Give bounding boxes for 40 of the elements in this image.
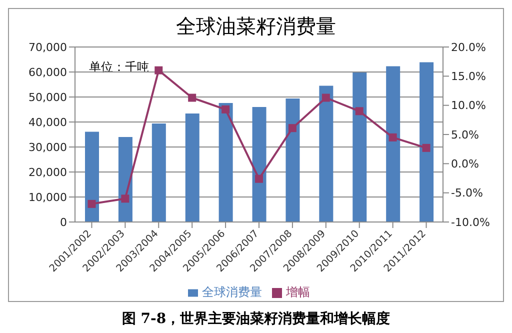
- y-tick-label: 60,000: [28, 66, 67, 79]
- bar: [218, 103, 233, 222]
- bar: [420, 62, 434, 222]
- y-tick-label: 70,000: [28, 40, 67, 54]
- legend-label: 全球消费量: [202, 285, 262, 299]
- point: [188, 94, 196, 102]
- bar: [85, 132, 99, 222]
- point: [88, 200, 96, 208]
- point: [255, 174, 263, 183]
- y2-tick-label: 15.0%: [451, 70, 486, 84]
- bar: [185, 114, 200, 222]
- point: [322, 94, 330, 102]
- bar: [152, 124, 166, 222]
- y2-tick-label: 5.0%: [451, 128, 479, 142]
- legend-label: 增幅: [286, 285, 310, 299]
- y2-tick-label: 0.0%: [451, 158, 479, 171]
- y-tick-label: 40,000: [28, 116, 67, 129]
- point: [288, 124, 296, 132]
- bar: [319, 86, 334, 222]
- point: [154, 66, 163, 74]
- y-tick-label: 30,000: [28, 140, 67, 154]
- point: [422, 144, 430, 152]
- bar: [286, 98, 300, 222]
- caption: 图 7-8，世界主要油菜籽消费量和增长幅度: [120, 310, 392, 328]
- y-tick-label: 10,000: [28, 190, 67, 204]
- point: [388, 133, 397, 142]
- bar: [386, 66, 400, 222]
- y-tick-label: 50,000: [28, 90, 67, 104]
- point: [121, 194, 130, 203]
- y2-tick-label: 10.0%: [451, 99, 486, 112]
- point: [222, 105, 230, 114]
- y2-tick-label: 20.0%: [451, 40, 486, 54]
- chart-title: 全球油菜籽消费量: [175, 13, 337, 39]
- y-tick-label: 20,000: [28, 166, 67, 179]
- y-tick-label: 0: [60, 216, 67, 229]
- y2-tick-label: -5.0%: [451, 186, 483, 200]
- point: [355, 107, 364, 116]
- bar: [352, 72, 367, 222]
- bar: [252, 107, 266, 222]
- y2-tick-label: -10.0%: [451, 216, 490, 229]
